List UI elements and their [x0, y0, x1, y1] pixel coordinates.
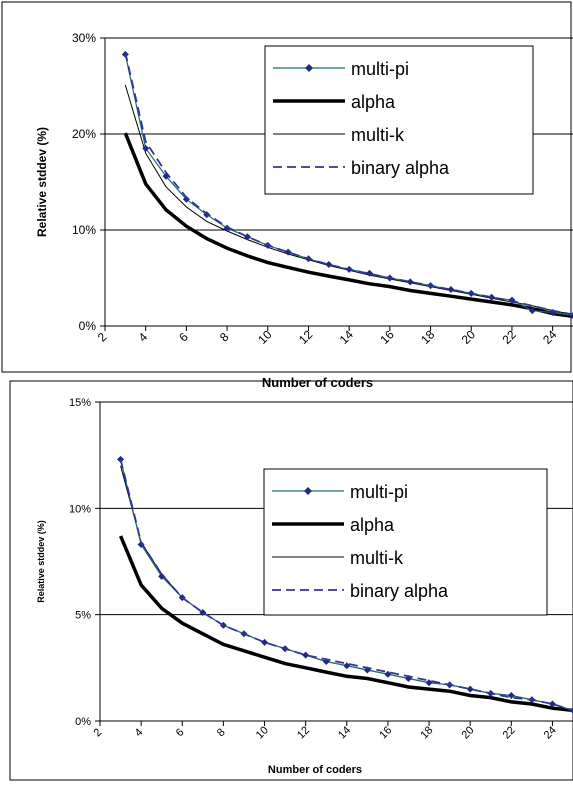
data-point-multi-pi — [528, 307, 536, 315]
data-point-multi-pi — [466, 685, 474, 693]
legend-label-binary-alpha: binary alpha — [350, 581, 449, 601]
x-tick-label: 10 — [255, 327, 275, 347]
y-tick-label: 10% — [69, 503, 91, 515]
y-tick-label: 0% — [75, 716, 91, 728]
y-tick-label: 10% — [72, 223, 96, 237]
x-tick-label: 8 — [215, 726, 228, 739]
x-axis-title: Number of coders — [268, 764, 362, 776]
x-tick-label: 4 — [133, 726, 146, 739]
x-tick-label: 8 — [217, 330, 232, 345]
data-point-multi-pi — [384, 670, 392, 678]
data-point-multi-pi — [182, 195, 190, 203]
x-tick-label: 2 — [95, 330, 110, 345]
legend-label-multi-k: multi-k — [350, 548, 404, 568]
legend-marker-multi-pi — [305, 64, 313, 72]
legend-label-binary-alpha: binary alpha — [351, 158, 450, 178]
data-point-multi-pi — [488, 293, 496, 301]
y-tick-label: 15% — [69, 397, 91, 409]
legend-label-multi-pi: multi-pi — [351, 59, 409, 79]
legend-label-multi-k: multi-k — [351, 125, 405, 145]
data-point-multi-pi — [142, 144, 150, 152]
y-tick-label: 20% — [72, 127, 96, 141]
data-point-multi-pi — [261, 638, 269, 646]
x-tick-label: 24 — [542, 724, 559, 741]
data-point-multi-pi — [507, 691, 515, 699]
x-tick-label: 12 — [296, 327, 316, 347]
data-point-multi-pi — [243, 233, 251, 241]
x-tick-label: 20 — [459, 724, 476, 741]
y-axis-title: Relative stddev (%) — [35, 127, 49, 237]
data-point-multi-pi — [447, 286, 455, 294]
data-point-multi-pi — [343, 662, 351, 670]
legend: multi-pi alpha multi-k binary alpha — [263, 468, 548, 616]
series-line-alpha — [118, 535, 573, 713]
legend: multi-pi alpha multi-k binary alpha — [264, 45, 534, 195]
legend-box — [263, 468, 548, 616]
data-point-multi-pi — [302, 651, 310, 659]
chart-frame — [1, 1, 572, 373]
series-line-binary-alpha — [124, 52, 573, 316]
data-point-multi-pi — [406, 278, 414, 286]
y-tick-label: 0% — [79, 319, 97, 333]
y-tick-label: 30% — [72, 31, 96, 45]
data-point-multi-pi — [325, 261, 333, 269]
data-point-multi-pi — [158, 572, 166, 580]
x-tick-label: 14 — [337, 327, 357, 347]
x-tick-label: 16 — [377, 724, 394, 741]
x-tick-label: 10 — [254, 724, 271, 741]
x-tick-label: 6 — [176, 330, 191, 345]
x-tick-label: 4 — [136, 330, 151, 345]
x-tick-label: 18 — [418, 327, 438, 347]
chart-frame — [9, 380, 573, 781]
x-tick-label: 16 — [377, 327, 397, 347]
x-tick-label: 12 — [295, 724, 312, 741]
x-tick-label: 24 — [540, 327, 560, 347]
y-axis-title: Relative stddev (%) — [36, 520, 46, 603]
legend-label-multi-pi: multi-pi — [350, 482, 408, 502]
x-axis-title: Number of coders — [262, 375, 373, 390]
data-point-multi-pi — [284, 248, 292, 256]
x-tick-label: 22 — [501, 724, 518, 741]
data-point-multi-pi — [366, 269, 374, 277]
y-tick-label: 5% — [75, 610, 91, 622]
legend-marker-multi-pi — [304, 487, 312, 495]
series-line-binary-alpha — [119, 459, 573, 712]
x-tick-label: 2 — [91, 726, 104, 739]
data-point-multi-pi — [425, 679, 433, 687]
x-tick-label: 6 — [174, 726, 187, 739]
series-layer — [117, 455, 573, 714]
x-tick-label: 20 — [459, 327, 479, 347]
series-layer — [121, 50, 573, 319]
x-tick-label: 18 — [418, 724, 435, 741]
x-tick-label: 14 — [336, 724, 353, 741]
data-point-multi-pi — [548, 700, 556, 708]
legend-label-alpha: alpha — [351, 92, 396, 112]
series-line-alpha — [123, 132, 573, 319]
legend-label-alpha: alpha — [350, 515, 395, 535]
x-tick-label: 22 — [499, 327, 519, 347]
